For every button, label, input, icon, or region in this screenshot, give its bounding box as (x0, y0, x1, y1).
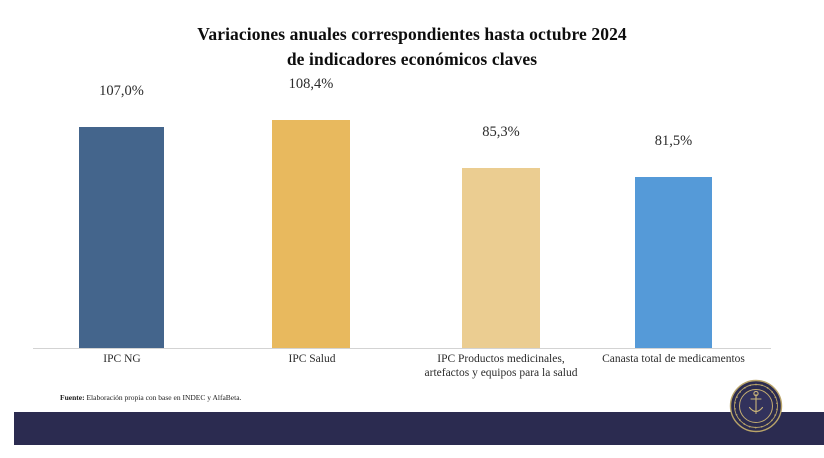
source-note-text: Elaboración propia con base en INDEC y A… (84, 393, 242, 402)
footer-band (14, 412, 824, 445)
bar-ipc-salud[interactable] (272, 120, 350, 348)
bar-chart-plot-area: 107,0% 108,4% 85,3% 81,5% (0, 76, 824, 350)
bar-ipc-ng[interactable] (79, 127, 164, 348)
bar-value-label-1: 107,0% (99, 83, 144, 99)
source-note: Fuente: Elaboración propia con base en I… (60, 393, 241, 403)
bar-ipc-productos-medicinales[interactable] (462, 168, 540, 348)
category-label-ipc-ng-line-1: IPC NG (103, 353, 141, 365)
x-axis-line (33, 348, 771, 349)
category-label-ipc-productos-medicinales-line-2: artefactos y equipos para la salud (424, 367, 578, 379)
category-label-canasta-total-medicamentos-line-1: Canasta total de medicamentos (602, 353, 745, 365)
category-label-canasta-total-medicamentos: Canasta total de medicamentos (586, 352, 761, 366)
bar-value-label-4: 81,5% (654, 133, 693, 149)
category-label-ipc-salud-line-1: IPC Salud (288, 353, 336, 365)
bar-group-ipc-ng: 107,0% (79, 82, 164, 348)
bar-group-canasta-total-medicamentos: 81,5% (635, 82, 712, 348)
chart-title: Variaciones anuales correspondientes has… (0, 22, 824, 72)
bar-group-ipc-salud: 108,4% (272, 76, 350, 348)
source-note-label: Fuente: (60, 393, 85, 402)
bar-value-label-2: 108,4% (288, 76, 334, 92)
category-label-ipc-salud: IPC Salud (252, 352, 372, 366)
bar-canasta-total-medicamentos[interactable] (635, 177, 712, 348)
category-label-ipc-productos-medicinales: IPC Productos medicinales, artefactos y … (395, 352, 607, 380)
category-label-ipc-ng: IPC NG (61, 352, 183, 366)
chart-title-line-1: Variaciones anuales correspondientes has… (197, 24, 627, 44)
bar-group-ipc-productos-medicinales: 85,3% (462, 82, 540, 348)
chart-title-line-2: de indicadores económicos claves (286, 49, 538, 69)
institutional-seal-icon (729, 379, 783, 433)
category-label-ipc-productos-medicinales-line-1: IPC Productos medicinales, (437, 353, 565, 365)
bar-value-label-3: 85,3% (482, 124, 520, 140)
